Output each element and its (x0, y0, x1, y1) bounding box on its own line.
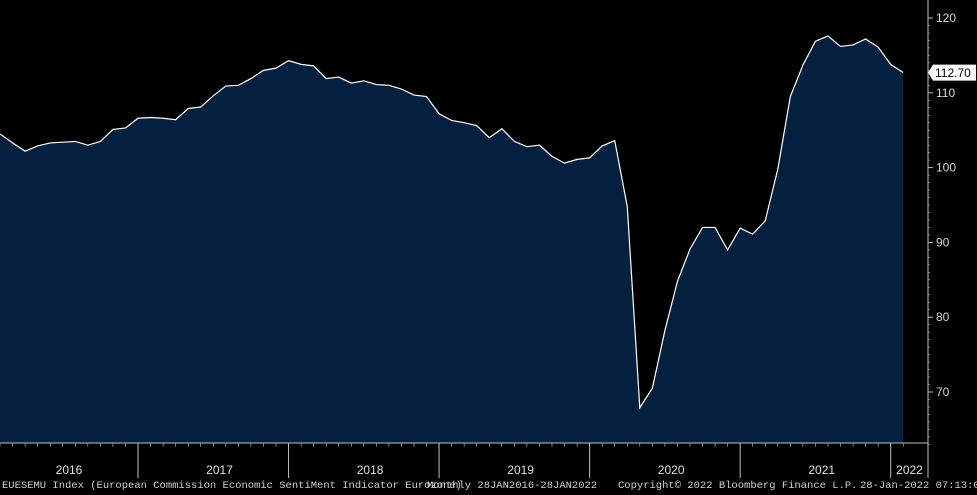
x-tick-label: 2017 (206, 463, 233, 477)
x-tick-label: 2019 (507, 463, 534, 477)
footer-copyright: Copyright© 2022 Bloomberg Finance L.P. (618, 480, 858, 492)
y-tick-label: 100 (936, 161, 956, 175)
y-tick-label: 110 (936, 86, 955, 100)
footer-description: EUESEMU Index (European Commission Econo… (2, 480, 462, 492)
x-tick-label: 2018 (357, 463, 384, 477)
series-line (0, 35, 904, 410)
last-value-label: 112.70 (935, 66, 971, 80)
x-tick-label: 2021 (808, 463, 835, 477)
footer-frequency: Monthly 28JAN2016-28JAN2022 (427, 480, 598, 492)
last-value-box (928, 64, 976, 81)
y-tick-label: 120 (936, 11, 956, 25)
y-tick-label: 80 (936, 310, 950, 324)
chart-svg: 70 80 90 100 110 120 112.70 2016 2017 2018 2019 20… (0, 0, 977, 478)
x-tick-label: 2016 (56, 463, 83, 477)
y-tick-label: 90 (936, 235, 950, 249)
x-tick-label: 2022 (896, 463, 923, 477)
series-area (0, 35, 904, 443)
chart-footer: EUESEMU Index (European Commission Econo… (0, 478, 977, 495)
x-tick-label: 2020 (658, 463, 685, 477)
y-tick-label: 70 (936, 385, 950, 399)
footer-timestamp: 28-Jan-2022 07:13:09 (860, 480, 977, 492)
